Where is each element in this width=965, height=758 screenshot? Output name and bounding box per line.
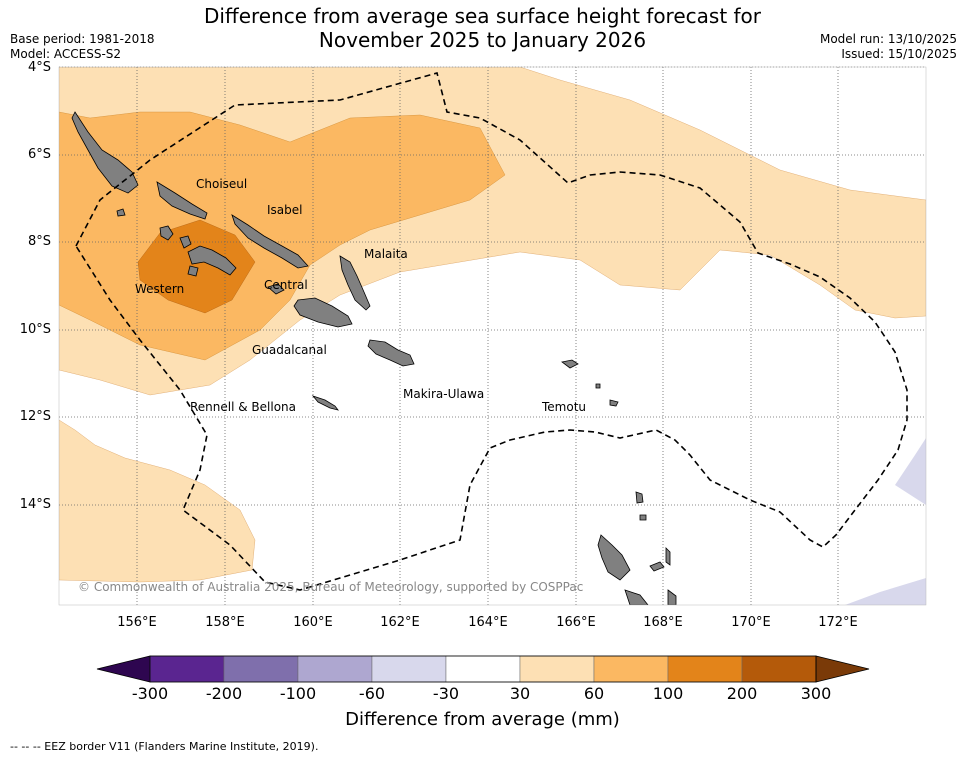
map-frame bbox=[58, 66, 927, 606]
island-banks bbox=[639, 514, 647, 521]
colorbar-segment bbox=[519, 655, 595, 683]
province-label-guadalcanal: Guadalcanal bbox=[252, 343, 327, 357]
copyright-notice: © Commonwealth of Australia 2025, Bureau… bbox=[78, 580, 584, 594]
lon-label: 162°E bbox=[380, 615, 420, 630]
island-new-georgia bbox=[187, 245, 237, 276]
lat-label: 8°S bbox=[27, 234, 51, 249]
colorbar-tick: -300 bbox=[131, 684, 169, 703]
colorbar-over-arrow bbox=[815, 655, 870, 683]
meta-right: Model run: 13/10/2025 Issued: 15/10/2025 bbox=[820, 32, 957, 62]
colorbar-outline bbox=[149, 655, 817, 683]
colorbar-tick: -60 bbox=[358, 684, 386, 703]
island-guadalcanal bbox=[293, 297, 353, 328]
island-makira bbox=[367, 339, 415, 367]
province-label-malaita: Malaita bbox=[364, 247, 408, 261]
colorbar-tick: -30 bbox=[432, 684, 460, 703]
island-rendova bbox=[187, 265, 199, 277]
colorbar-segment bbox=[297, 655, 373, 683]
province-label-rennell-bellona: Rennell & Bellona bbox=[190, 400, 297, 414]
base-period: Base period: 1981-2018 bbox=[10, 32, 155, 46]
lat-label: 12°S bbox=[19, 409, 51, 424]
island-torres bbox=[635, 491, 644, 504]
island-malekula bbox=[624, 589, 649, 605]
island-choiseul bbox=[156, 181, 208, 220]
anomaly-neg-east bbox=[895, 438, 926, 505]
island-vella-lavella bbox=[159, 225, 174, 241]
lon-label: 160°E bbox=[293, 615, 333, 630]
province-label-makira-ulawa: Makira-Ulawa bbox=[403, 387, 485, 401]
title-line-1: Difference from average sea surface heig… bbox=[203, 4, 762, 28]
colorbar-segment bbox=[667, 655, 743, 683]
title-line-2: November 2025 to January 2026 bbox=[318, 28, 647, 52]
island-shortland bbox=[116, 208, 126, 217]
island-espiritu-santo bbox=[597, 534, 631, 581]
island-santa-cruz bbox=[561, 359, 579, 369]
model-run: Model run: 13/10/2025 bbox=[819, 32, 957, 46]
island-vanikoro bbox=[609, 399, 619, 407]
island-tikopia bbox=[595, 383, 601, 389]
land-areas bbox=[71, 111, 677, 605]
lon-label: 164°E bbox=[468, 615, 508, 630]
province-label-central: Central bbox=[264, 278, 308, 292]
lat-label: 10°S bbox=[19, 322, 51, 337]
lat-label: 14°S bbox=[19, 497, 51, 512]
colorbar-segment bbox=[371, 655, 447, 683]
colorbar-tick: 300 bbox=[800, 684, 832, 703]
issued-date: Issued: 15/10/2025 bbox=[841, 47, 957, 61]
colorbar-under-arrow bbox=[96, 655, 151, 683]
eez-legend-note: -- -- -- EEZ border V11 (Flanders Marine… bbox=[10, 740, 319, 753]
island-isabel bbox=[231, 214, 309, 269]
anomaly-neg-south bbox=[845, 578, 926, 605]
lat-label: 4°S bbox=[27, 60, 51, 75]
province-label-western: Western bbox=[135, 282, 185, 296]
lon-label: 156°E bbox=[117, 615, 157, 630]
lon-label: 172°E bbox=[818, 615, 858, 630]
lon-label: 158°E bbox=[205, 615, 245, 630]
island-rennell bbox=[311, 395, 339, 411]
colorbar-tick: 200 bbox=[726, 684, 758, 703]
island-kolombangara bbox=[179, 235, 192, 249]
island-pentecost bbox=[667, 589, 677, 605]
colorbar-segment bbox=[593, 655, 669, 683]
island-florida bbox=[267, 283, 285, 295]
island-ambae bbox=[649, 561, 665, 572]
colorbar-label: Difference from average (mm) bbox=[345, 709, 620, 730]
lon-label: 168°E bbox=[643, 615, 683, 630]
eez-border bbox=[75, 72, 908, 591]
colorbar-segment bbox=[149, 655, 225, 683]
lat-label: 6°S bbox=[27, 147, 51, 162]
colorbar-tick: 100 bbox=[652, 684, 684, 703]
colorbar-segment bbox=[741, 655, 817, 683]
colorbar-tick: 30 bbox=[509, 684, 531, 703]
province-label-temotu: Temotu bbox=[542, 400, 587, 414]
colorbar-segment bbox=[223, 655, 299, 683]
colorbar-tick: 60 bbox=[583, 684, 605, 703]
anomaly-fields bbox=[59, 67, 926, 605]
lon-label: 166°E bbox=[556, 615, 596, 630]
model-name: Model: ACCESS-S2 bbox=[10, 47, 122, 61]
island-bougainville bbox=[71, 111, 139, 194]
meta-left: Base period: 1981-2018 Model: ACCESS-S2 bbox=[10, 32, 155, 62]
anomaly-30-60-southwest bbox=[59, 419, 256, 583]
province-label-choiseul: Choiseul bbox=[196, 177, 248, 191]
island-maewo bbox=[665, 547, 671, 566]
map-title: Difference from average sea surface heig… bbox=[0, 4, 965, 52]
anomaly-100-200 bbox=[137, 219, 256, 314]
colorbar-tick: -100 bbox=[279, 684, 317, 703]
colorbar bbox=[96, 655, 870, 683]
lon-label: 170°E bbox=[731, 615, 771, 630]
colorbar-segment bbox=[445, 655, 521, 683]
colorbar-tick: -200 bbox=[205, 684, 243, 703]
province-label-isabel: Isabel bbox=[267, 203, 303, 217]
island-malaita bbox=[339, 255, 371, 311]
